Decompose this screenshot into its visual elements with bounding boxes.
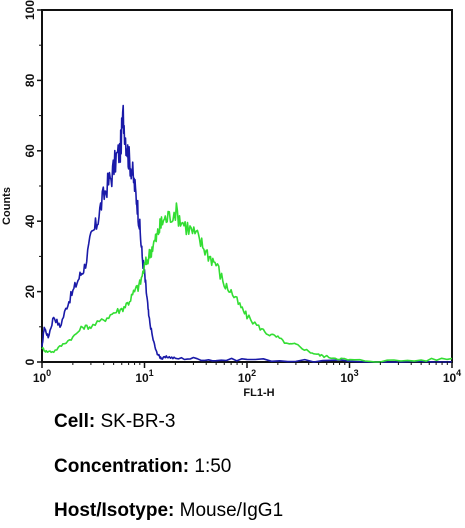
- y-axis-label: Counts: [1, 187, 13, 225]
- host-isotype-info: Host/Isotype: Mouse/IgG1: [54, 500, 283, 522]
- cell-value: SK-BR-3: [100, 411, 176, 432]
- host-isotype-value: Mouse/IgG1: [179, 500, 284, 521]
- x-tick-label-2: 102: [238, 368, 256, 385]
- y-tick-label-20: 20: [23, 285, 37, 299]
- series-line-1: [41, 104, 452, 363]
- y-tick-label-60: 60: [23, 144, 37, 158]
- concentration-value: 1:50: [194, 456, 232, 477]
- x-tick-label-0: 100: [33, 368, 51, 385]
- x-tick-label-1: 101: [135, 368, 153, 385]
- y-tick-label-0: 0: [23, 358, 37, 365]
- host-isotype-label: Host/Isotype:: [54, 500, 175, 521]
- concentration-info: Concentration: 1:50: [54, 456, 231, 478]
- concentration-label: Concentration:: [54, 456, 190, 477]
- histogram-chart: 0 20 40 60 80 100 100 101 102 103 104 FL1-H Counts: [1, 0, 461, 399]
- y-tick-label-40: 40: [23, 214, 37, 228]
- x-tick-label-3: 103: [340, 368, 358, 385]
- plot-area: [41, 9, 453, 363]
- y-tick-label-80: 80: [23, 73, 37, 87]
- y-tick-label-100: 100: [23, 0, 37, 20]
- series-line-2: [41, 202, 453, 363]
- cell-label: Cell:: [54, 411, 96, 432]
- cell-line-info: Cell: SK-BR-3: [54, 411, 175, 433]
- x-tick-label-4: 104: [443, 368, 461, 385]
- x-axis-label: FL1-H: [243, 387, 274, 399]
